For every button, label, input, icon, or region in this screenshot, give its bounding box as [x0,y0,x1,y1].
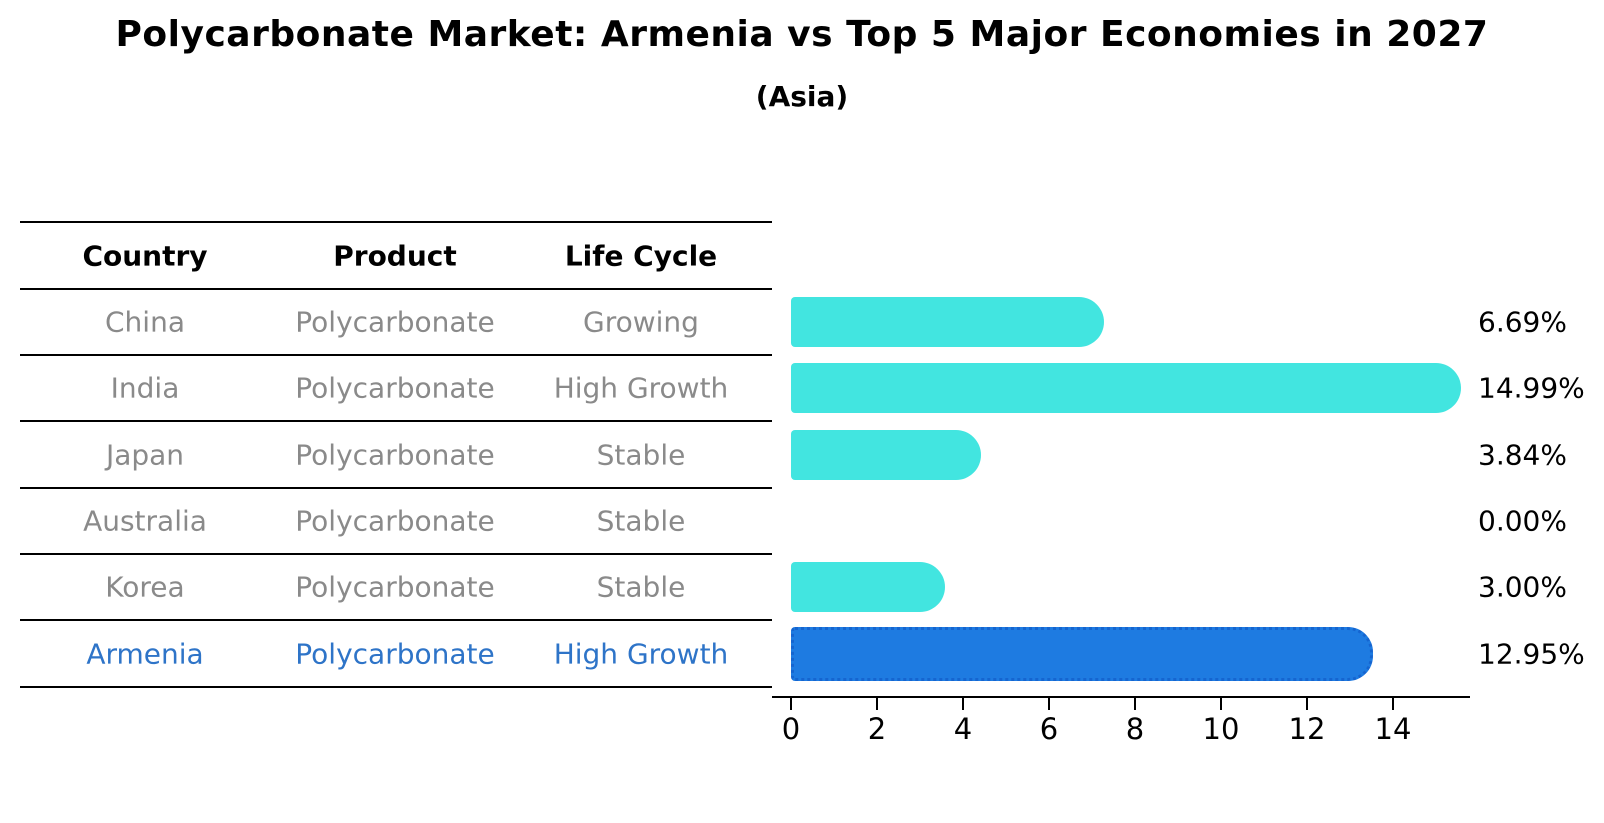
x-axis-tick-label: 4 [953,712,973,746]
y-axis-tick [755,221,772,223]
y-axis-tick [755,619,772,621]
y-axis-tick [755,354,772,356]
table-cell-product-armenia: Polycarbonate [295,637,495,670]
table-rule-line [20,420,762,422]
table-cell-country-india: India [110,371,180,405]
bar-china [791,297,1104,347]
table-header-life-cycle: Life Cycle [564,239,718,273]
value-label-armenia: 12.95% [1478,637,1585,670]
table-rule-line [20,487,762,489]
table-rule-line [20,354,762,356]
table-cell-life_cycle-armenia: High Growth [553,637,729,670]
x-axis-tick [1048,698,1050,710]
table-cell-life_cycle-china: Growing [583,305,699,339]
table-rule-line [20,619,762,621]
table-header-country: Country [82,239,208,273]
table-cell-country-armenia: Armenia [86,637,204,670]
x-axis-tick-label: 6 [1039,712,1059,746]
x-axis-tick [790,698,792,710]
x-axis-tick-label: 10 [1202,712,1240,746]
table-cell-life_cycle-korea: Stable [596,570,686,604]
bar-japan [791,430,981,480]
table-cell-life_cycle-india: High Growth [553,371,729,405]
x-axis-tick-label: 12 [1288,712,1326,746]
bar-armenia [791,627,1373,681]
x-axis-tick [1392,698,1394,710]
x-axis-tick [876,698,878,710]
y-axis-tick [755,686,772,688]
bar-india [791,363,1461,413]
x-axis-tick-label: 8 [1125,712,1145,746]
chart-title: Polycarbonate Market: Armenia vs Top 5 M… [115,14,1489,55]
x-axis-line [772,696,1470,698]
table-cell-country-china: China [105,305,185,339]
table-cell-country-korea: Korea [105,570,185,604]
value-label-india: 14.99% [1478,371,1585,405]
table-cell-product-australia: Polycarbonate [295,504,495,538]
value-label-korea: 3.00% [1478,570,1567,604]
table-header-product: Product [333,239,457,273]
y-axis-tick [755,420,772,422]
table-rule-line [20,288,762,290]
x-axis-tick [962,698,964,710]
table-cell-country-australia: Australia [83,504,207,538]
table-cell-product-japan: Polycarbonate [295,438,495,471]
table-cell-country-japan: Japan [105,438,185,471]
x-axis-tick-label: 2 [867,712,887,746]
table-rule-line [20,553,762,555]
bar-korea [791,562,945,612]
table-cell-life_cycle-japan: Stable [596,438,686,471]
x-axis-tick [1306,698,1308,710]
value-label-japan: 3.84% [1478,438,1567,471]
value-label-china: 6.69% [1478,305,1567,339]
x-axis-tick-label: 0 [781,712,801,746]
table-rule-line [20,221,762,223]
table-rule-line [20,686,762,688]
chart-subtitle: (Asia) [755,80,849,113]
x-axis-tick [1134,698,1136,710]
x-axis-tick-label: 14 [1374,712,1412,746]
y-axis-tick [755,553,772,555]
table-cell-life_cycle-australia: Stable [596,504,686,538]
value-label-australia: 0.00% [1478,504,1567,538]
table-cell-product-india: Polycarbonate [295,371,495,405]
table-cell-product-china: Polycarbonate [295,305,495,339]
table-cell-product-korea: Polycarbonate [295,570,495,604]
y-axis-tick [755,487,772,489]
y-axis-tick [755,288,772,290]
x-axis-tick [1220,698,1222,710]
